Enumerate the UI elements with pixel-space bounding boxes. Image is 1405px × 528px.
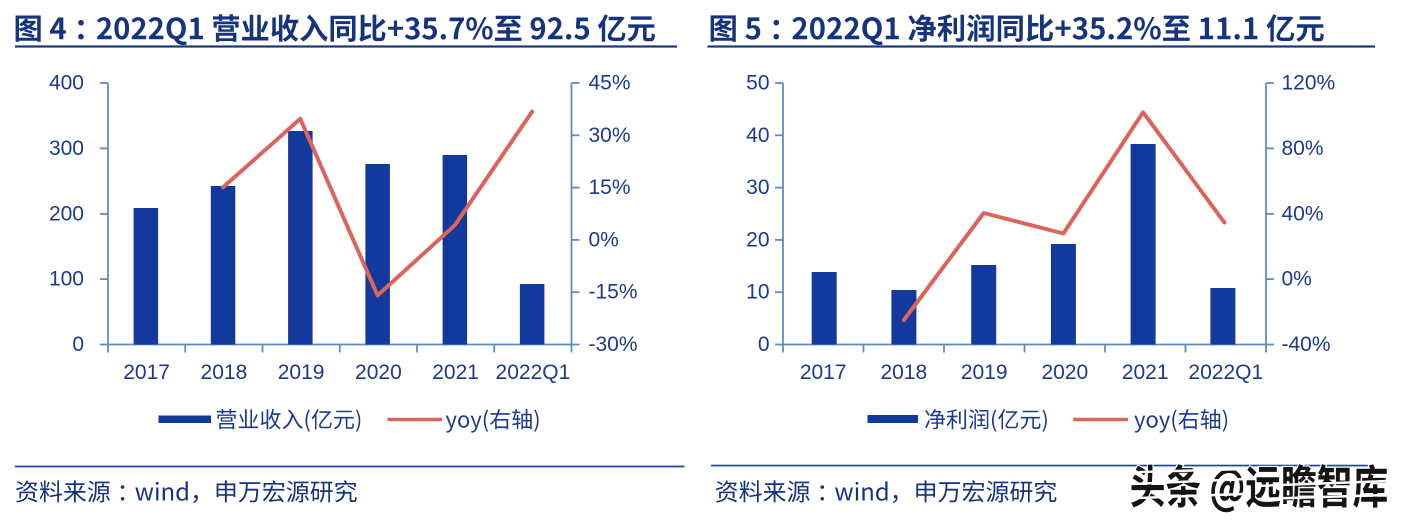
- svg-text:0: 0: [72, 333, 84, 356]
- svg-text:0%: 0%: [1282, 268, 1312, 291]
- svg-text:2018: 2018: [880, 361, 927, 384]
- svg-text:30: 30: [746, 176, 769, 199]
- svg-text:40: 40: [746, 124, 769, 147]
- svg-text:-30%: -30%: [589, 333, 638, 356]
- svg-text:2018: 2018: [201, 361, 248, 384]
- svg-text:2019: 2019: [961, 361, 1008, 384]
- svg-text:20: 20: [746, 228, 769, 251]
- svg-text:30%: 30%: [589, 124, 631, 147]
- svg-text:-40%: -40%: [1282, 333, 1331, 356]
- svg-text:2022Q1: 2022Q1: [1188, 361, 1263, 384]
- svg-text:200: 200: [49, 202, 84, 225]
- svg-text:2021: 2021: [432, 361, 479, 384]
- svg-text:2017: 2017: [800, 361, 847, 384]
- svg-text:2020: 2020: [1041, 361, 1088, 384]
- svg-text:50: 50: [746, 72, 769, 95]
- svg-text:-15%: -15%: [589, 281, 638, 304]
- svg-text:300: 300: [49, 137, 84, 160]
- svg-text:10: 10: [746, 281, 769, 304]
- svg-text:45%: 45%: [589, 72, 631, 95]
- svg-text:40%: 40%: [1282, 202, 1324, 225]
- svg-text:15%: 15%: [589, 176, 631, 199]
- svg-text:120%: 120%: [1282, 72, 1336, 95]
- svg-text:0: 0: [758, 333, 770, 356]
- svg-text:100: 100: [49, 268, 84, 291]
- svg-text:2022Q1: 2022Q1: [496, 361, 571, 384]
- svg-text:400: 400: [49, 72, 84, 95]
- svg-text:2021: 2021: [1122, 361, 1169, 384]
- svg-text:2019: 2019: [278, 361, 325, 384]
- svg-text:80%: 80%: [1282, 137, 1324, 160]
- svg-text:0%: 0%: [589, 228, 619, 251]
- svg-text:2020: 2020: [355, 361, 402, 384]
- svg-text:2017: 2017: [123, 361, 170, 384]
